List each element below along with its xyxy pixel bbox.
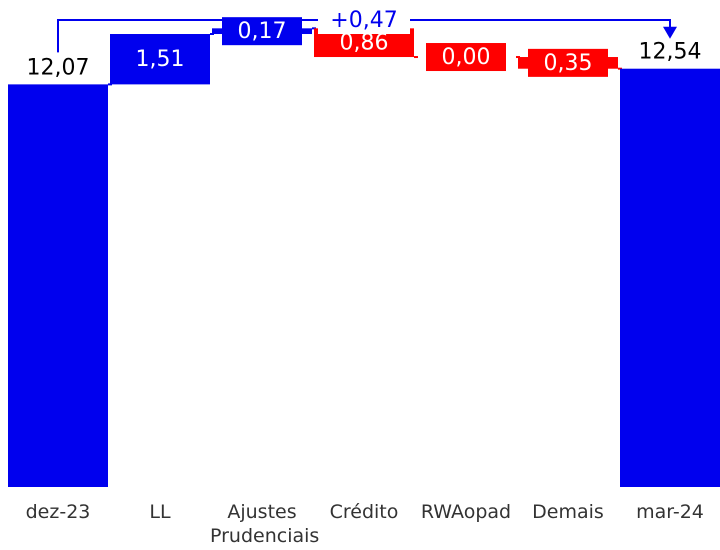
x-tick-label: Ajustes Prudenciais — [210, 501, 320, 547]
x-tick-label: LL — [149, 501, 171, 523]
annotation: +0,47 — [330, 8, 397, 33]
value-label: 12,07 — [27, 55, 90, 80]
label-bg — [528, 48, 608, 77]
x-tick-label: RWAopad — [420, 501, 512, 523]
label-bg — [120, 45, 200, 74]
value-label: 0,00 — [442, 45, 491, 70]
bar — [8, 84, 108, 488]
value-label: 1,51 — [136, 47, 185, 72]
value-label: 12,54 — [639, 40, 702, 65]
value-label: 0,35 — [544, 51, 593, 76]
arrow-head — [663, 26, 677, 39]
value-label: 0,17 — [238, 19, 287, 44]
x-tick-label: Crédito — [329, 501, 399, 523]
label-bg — [222, 17, 302, 46]
label-bg — [426, 43, 506, 72]
x-tick-label: mar-24 — [636, 501, 704, 523]
x-tick-label: dez-23 — [25, 501, 91, 523]
x-tick-label: Demais — [532, 501, 604, 523]
annotation-bg — [318, 6, 410, 34]
bar — [620, 68, 720, 488]
value-label: 0,86 — [340, 31, 389, 56]
